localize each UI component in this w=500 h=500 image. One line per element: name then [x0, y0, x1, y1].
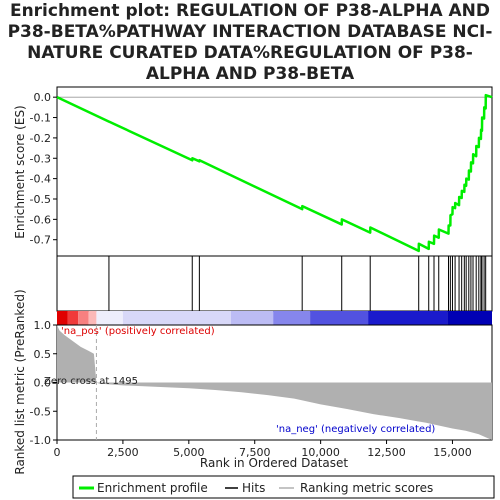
- x-tick-label: 10,000: [301, 446, 340, 459]
- heatmap-segment: [57, 311, 68, 325]
- heatmap-segment: [273, 311, 311, 325]
- x-tick-label: 5,000: [173, 446, 205, 459]
- hits-panel-frame: [56, 255, 493, 312]
- legend: Enrichment profile Hits Ranking metric s…: [72, 475, 495, 499]
- heatmap-segment: [368, 311, 448, 325]
- chart-title-line-1: Enrichment plot: REGULATION OF P38-ALPHA…: [9, 1, 491, 21]
- heatmap-segment: [231, 311, 274, 325]
- metric-y-tick-label: -0.5: [30, 405, 51, 418]
- es-y-tick-label: -0.5: [30, 193, 51, 206]
- es-y-tick-label: -0.4: [30, 173, 51, 186]
- es-y-tick-label: 0.0: [34, 91, 52, 104]
- metric-y-tick-label: 0.5: [34, 348, 52, 361]
- heatmap-segment: [67, 311, 79, 325]
- hit-markers: [108, 256, 487, 311]
- heatmap-segment: [447, 311, 492, 325]
- chart-title-line-2: P38-BETA%PATHWAY INTERACTION DATABASE NC…: [7, 22, 493, 42]
- y-axis-label-metric: Ranked list metric (PreRanked): [13, 289, 27, 474]
- x-tick-label: 12,500: [367, 446, 406, 459]
- es-y-tick-label: -0.7: [30, 234, 51, 247]
- annotation-positive: 'na_pos' (positively correlated): [61, 326, 215, 337]
- annotation-zero-cross: Zero cross at 1495: [44, 376, 138, 387]
- ranking-metric-fill: [57, 325, 492, 440]
- x-tick-label: 15,000: [433, 446, 472, 459]
- heatmap-segment: [96, 311, 123, 325]
- es-y-tick-label: -0.1: [30, 112, 51, 125]
- x-tick-label: 7,500: [239, 446, 271, 459]
- legend-frame: [72, 475, 495, 499]
- legend-es-label: Enrichment profile: [97, 481, 208, 495]
- ranking-metric-area: [57, 325, 492, 440]
- legend-metric-label: Ranking metric scores: [300, 481, 433, 495]
- chart-title-line-3: NATURE CURATED DATA%REGULATION OF P38-: [27, 43, 473, 63]
- metric-y-tick-label: 0.0: [34, 377, 52, 390]
- es-y-tick-label: -0.3: [30, 152, 51, 165]
- chart-title: Enrichment plot: REGULATION OF P38-ALPHA…: [0, 1, 500, 85]
- metric-y-tick-label: -1.0: [30, 434, 51, 447]
- x-tick-label: 2,500: [107, 446, 139, 459]
- x-axis-label: Rank in Ordered Dataset: [200, 456, 348, 470]
- heatmap-segment: [310, 311, 369, 325]
- ranking-heatmap-bar: [57, 311, 492, 325]
- y-axis-label-es: Enrichment score (ES): [13, 105, 27, 238]
- heatmap-segment: [88, 311, 97, 325]
- chart-title-line-4: ALPHA AND P38-BETA: [145, 64, 355, 84]
- annotation-negative: 'na_neg' (negatively correlated): [276, 424, 435, 435]
- metric-y-tick-label: 1.0: [34, 319, 52, 332]
- es-y-tick-label: -0.6: [30, 213, 51, 226]
- x-tick-label: 0: [54, 446, 61, 459]
- es-panel-frame: [56, 86, 493, 257]
- enrichment-profile: [56, 93, 493, 253]
- es-y-tick-label: -0.2: [30, 132, 51, 145]
- axes: 0.0 -0.1 -0.2 -0.3 -0.4 -0.5 -0.6 -0.7 1.0 0.5 0.0…: [30, 91, 472, 459]
- es-line: [56, 93, 493, 253]
- heatmap-segment: [78, 311, 89, 325]
- heatmap-segment: [122, 311, 231, 325]
- legend-hits-label: Hits: [242, 481, 265, 495]
